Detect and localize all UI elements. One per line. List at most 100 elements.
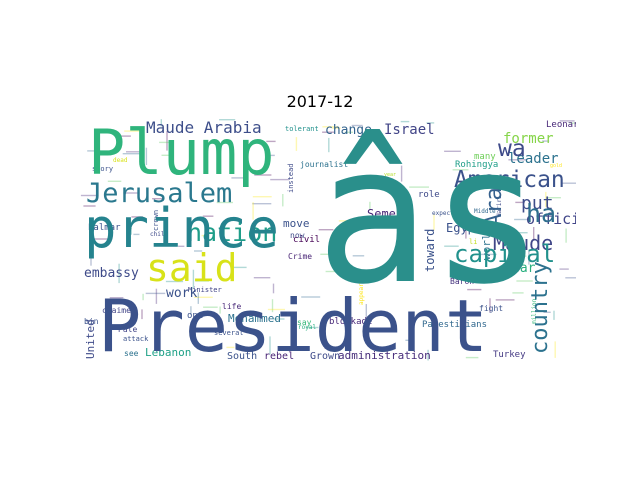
word-across: across [193,326,218,334]
filler-mark [528,249,530,265]
word-leonardo: Leonardo [546,120,576,130]
word-many: many [474,152,496,162]
filler-mark [322,131,335,133]
word-jerusalem: Jerusalem [86,178,232,209]
filler-mark [569,122,576,124]
filler-mark [518,255,527,257]
filler-mark [272,283,275,294]
filler-mark [297,348,310,350]
filler-mark [338,220,358,222]
word-put: put [521,193,554,214]
filler-mark [231,177,246,179]
word-blockade: blockade [329,317,372,327]
word-american: American [454,167,565,193]
word-ha: ha [526,199,556,228]
filler-mark [252,196,272,198]
filler-mark [267,308,285,311]
filler-mark [142,293,144,301]
word-dead: dead [113,157,128,164]
filler-mark [344,131,353,133]
word-mohammed: Mohammed [228,312,281,325]
word-lebanon: Lebanon [145,346,191,359]
filler-mark [400,120,410,123]
filler-mark [160,119,162,127]
filler-mark [513,232,528,234]
word-move: move [283,217,310,230]
word-baron: Baron [450,277,474,286]
filler-mark [118,263,120,284]
word-journalist: journalist [300,160,348,169]
filler-mark [202,215,214,217]
filler-mark [565,228,567,243]
filler-mark [318,229,334,231]
filler-mark [465,221,467,239]
word-middle: Middle [474,208,496,215]
filler-mark [131,216,143,218]
word-minister: Minister [188,286,222,294]
filler-mark [194,250,203,252]
filler-mark [512,292,524,294]
word-tolerant: tolerant [285,125,319,133]
filler-mark [565,277,576,279]
filler-mark [332,127,341,129]
filler-mark [192,318,200,320]
word-palestinians: Palestinians [422,320,487,330]
word-child: child [150,231,168,238]
filler-mark [155,288,158,304]
word-nation: nation [187,218,277,247]
filler-mark [542,140,550,142]
filler-mark [365,304,367,323]
word-royal: royal [298,324,316,331]
filler-mark [374,224,388,226]
filler-mark [465,356,479,359]
filler-mark [126,151,143,153]
chart-title: 2017-12 [286,92,354,111]
word-israel: Israel [384,122,435,138]
word-administration: administration [338,349,431,362]
filler-mark [254,174,272,176]
filler-mark [165,280,184,283]
word--s: âs [316,119,545,326]
word-year: year [384,172,396,178]
filler-mark [320,253,330,255]
filler-mark [305,326,319,329]
word-country: country [528,261,553,354]
filler-mark [393,183,401,185]
filler-mark [219,119,236,121]
word-plump: Plump [88,119,275,189]
filler-mark [427,349,429,361]
word-crime: Crime [288,252,312,261]
word-war: war [512,261,536,276]
word-palmar: Palmar [88,223,121,233]
filler-mark [123,192,139,194]
filler-mark [367,277,375,279]
filler-mark [253,277,271,279]
word-da: da [354,222,362,230]
filler-mark [166,131,168,151]
filler-mark [514,218,530,221]
filler-mark [508,159,527,161]
word-rebel: rebel [264,351,294,362]
filler-mark [197,292,199,304]
filler-mark [282,194,284,207]
word-li: li [469,238,477,246]
word-expected: expected [432,210,461,217]
filler-mark [195,280,209,282]
filler-mark [400,165,403,182]
word-egypt: Egypt [446,221,482,235]
word-wa: wa [498,136,526,162]
filler-mark [133,233,140,236]
filler-mark [433,214,435,231]
filler-mark [444,150,461,152]
filler-mark [533,227,535,240]
word-million: million [531,298,538,324]
word-hariri: Hariri [496,195,503,217]
filler-mark [559,268,569,270]
word-prince: prince [84,197,279,260]
filler-mark [301,296,321,298]
filler-mark [559,120,575,122]
word-embassy: embassy [84,266,139,281]
filler-mark [141,309,143,320]
word-several: several [214,329,244,337]
